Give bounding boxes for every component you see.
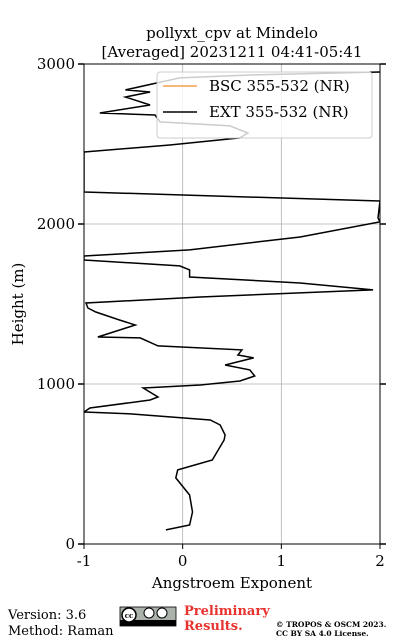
method: Method: Raman [8, 624, 114, 639]
cc-badge: cc [119, 606, 177, 627]
chart-title: pollyxt_cpv at Mindelo [146, 24, 318, 42]
x-tick-label: 0 [178, 552, 188, 570]
y-tick-label: 0 [65, 535, 75, 553]
x-tick-label: 2 [375, 552, 385, 570]
preliminary-label: Results. [184, 619, 243, 634]
x-tick-label: -1 [77, 552, 92, 570]
version: Version: 3.6 [7, 608, 86, 623]
svg-text:cc: cc [125, 611, 134, 620]
legend-label: EXT 355-532 (NR) [209, 103, 349, 121]
copyright: © TROPOS & OSCM 2023. [276, 620, 386, 629]
preliminary-label: Preliminary [184, 604, 270, 619]
data-line [84, 71, 380, 531]
y-tick-label: 2000 [37, 215, 75, 233]
y-tick-label: 1000 [37, 375, 75, 393]
y-tick-label: 3000 [37, 55, 75, 73]
legend-box [156, 71, 373, 139]
license: CC BY SA 4.0 License. [276, 629, 369, 638]
x-axis-label: Angstroem Exponent [151, 574, 312, 592]
plot-frame [83, 63, 381, 545]
chart-subtitle: [Averaged] 20231211 04:41-05:41 [102, 43, 363, 61]
legend-label: BSC 355-532 (NR) [209, 77, 350, 95]
x-tick-label: 1 [277, 552, 287, 570]
y-axis-label: Height (m) [9, 263, 27, 346]
